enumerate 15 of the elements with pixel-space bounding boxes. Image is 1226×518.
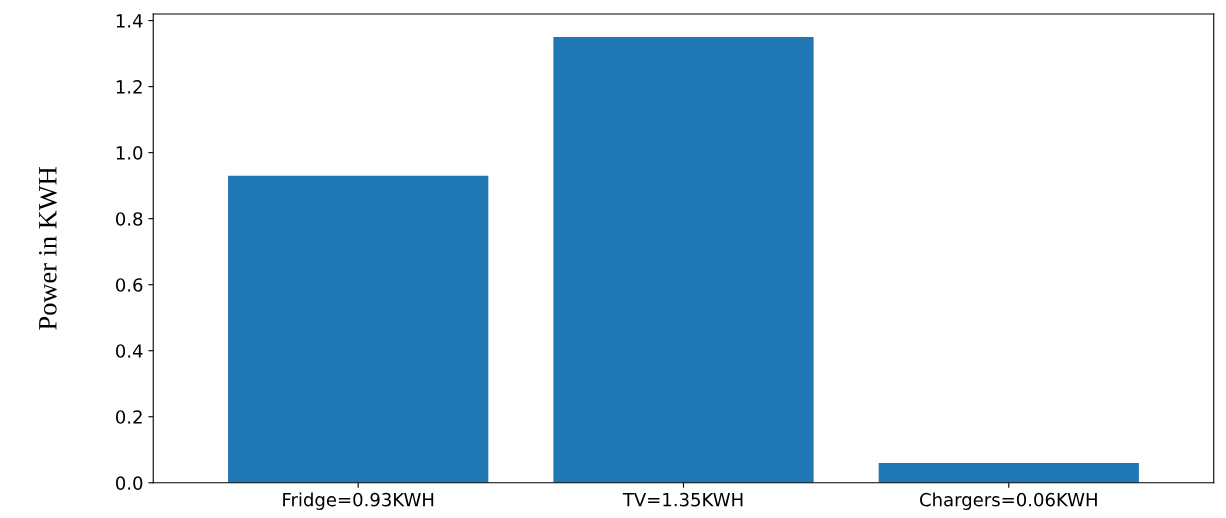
y-tick-label: 1.4 <box>116 14 143 28</box>
y-tick-label: 0.8 <box>116 212 143 226</box>
x-tick-label: TV=1.35KWH <box>622 492 743 507</box>
y-tick-label: 1.0 <box>116 146 143 160</box>
y-tick-label: 0.4 <box>116 344 143 358</box>
x-tick-label: Fridge=0.93KWH <box>283 492 434 510</box>
y-axis-title: Power in KWH <box>38 167 57 330</box>
bar <box>553 37 814 483</box>
y-tick-label: 1.2 <box>116 80 142 94</box>
y-tick-label: 0.6 <box>116 278 143 292</box>
y-tick-label: 0.0 <box>116 476 143 490</box>
y-tick-label: 0.2 <box>116 410 142 424</box>
bar <box>878 462 1139 483</box>
x-tick-label: Chargers=0.06KWH <box>920 492 1097 510</box>
bar <box>228 175 489 483</box>
